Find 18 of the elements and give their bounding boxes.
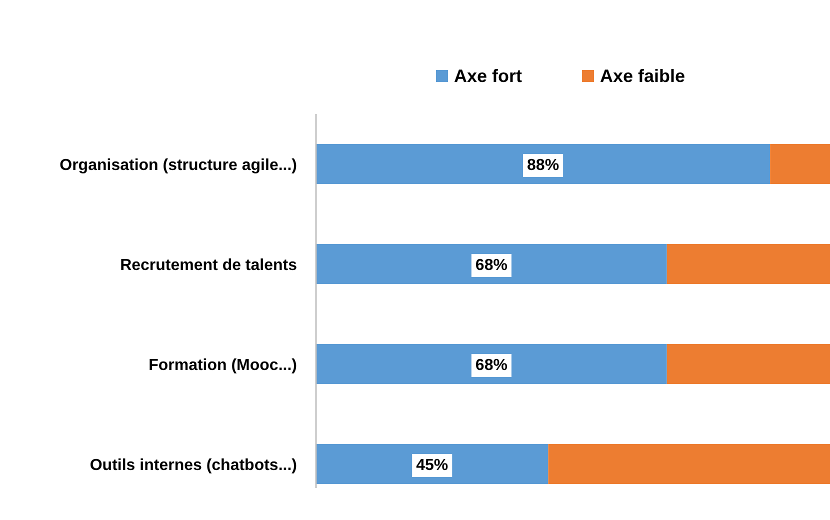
bar (316, 244, 667, 284)
y-tick-label: Outils internes (chatbots...) (90, 457, 297, 474)
data-label: 68% (475, 357, 508, 374)
bar (316, 144, 770, 184)
bar (666, 244, 830, 284)
bar (316, 344, 667, 384)
data-label: 68% (475, 257, 508, 274)
bar (316, 444, 548, 484)
legend-label: Axe fort (454, 66, 522, 86)
y-tick-label: Recrutement de talents (120, 257, 298, 274)
legend-label: Axe faible (600, 66, 686, 86)
y-tick-label: Formation (Mooc...) (148, 357, 297, 374)
data-label: 88% (527, 157, 560, 174)
bar (548, 444, 830, 484)
data-label: 45% (416, 457, 448, 474)
bar (770, 144, 830, 184)
y-tick-label: Organisation (structure agile...) (60, 157, 297, 174)
bar (666, 344, 830, 384)
